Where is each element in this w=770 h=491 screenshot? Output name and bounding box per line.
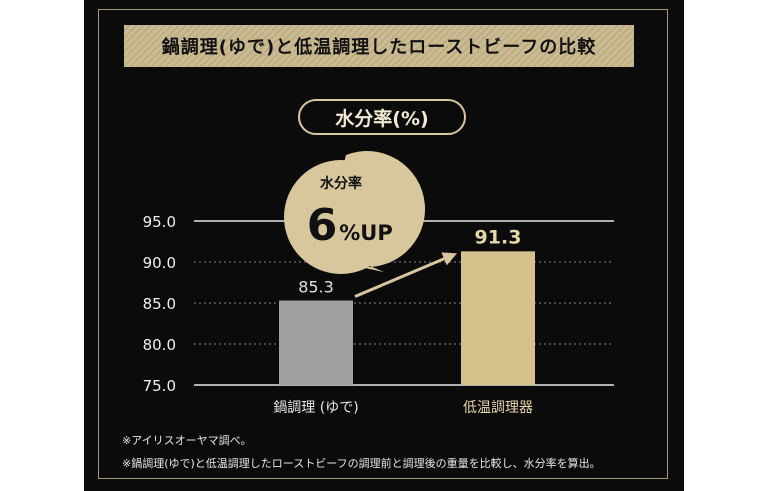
y-tick-label: 80.0 [143,336,176,354]
bar-value-label: 85.3 [298,278,334,297]
footnote-2: ※鍋調理(ゆで)と低温調理したローストビーフの調理前と調理後の重量を比較し、水分… [122,457,601,470]
category-label: 鍋調理 (ゆで) [273,400,358,416]
callout-top-text: 水分率 [320,175,362,192]
callout-unit: %UP [339,221,392,245]
bar [279,300,353,385]
increase-arrow [354,252,457,298]
callout-circle [284,160,398,274]
footnote-1: ※アイリスオーヤマ調べ。 [122,434,252,447]
y-tick-label: 85.0 [143,295,176,313]
metric-label: 水分率(%) [298,99,466,135]
y-tick-label: 75.0 [143,377,176,395]
chart-panel: 鍋調理(ゆで)と低温調理したローストビーフの比較 水分率(%) 75.0 80.0… [84,0,684,491]
panel-frame [98,9,668,479]
callout-big-number: 6 [307,200,338,251]
title-band: 鍋調理(ゆで)と低温調理したローストビーフの比較 [124,25,634,67]
bar [461,251,535,385]
y-tick-label: 90.0 [143,254,176,272]
callout-bubble: 水分率 6 %UP [284,151,426,274]
chart-title: 鍋調理(ゆで)と低温調理したローストビーフの比較 [161,37,597,58]
bar-chart: 75.0 80.0 85.0 90.0 95.0 85.3 鍋調理 (ゆで) 91.3 低温調… [143,151,614,416]
category-label: 低温調理器 [463,400,533,416]
bar-value-label: 91.3 [475,226,522,248]
y-tick-label: 95.0 [143,213,176,231]
